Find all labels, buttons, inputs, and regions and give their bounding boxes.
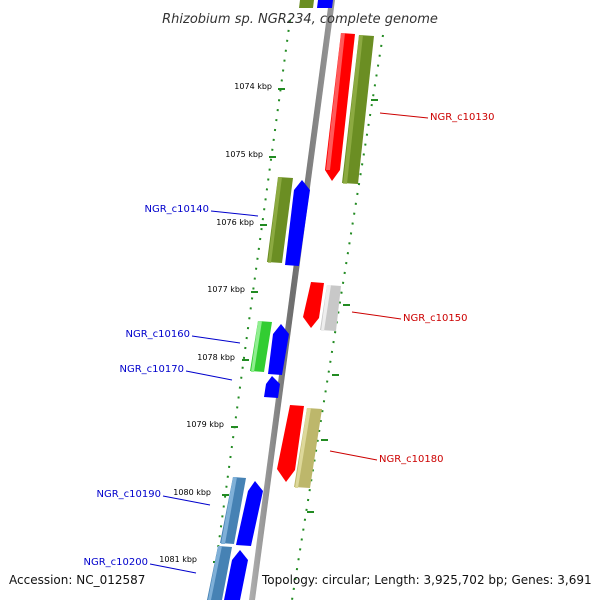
label-connectors bbox=[149, 112, 429, 574]
gene-feature[interactable] bbox=[264, 376, 280, 398]
gene-label[interactable]: NGR_c10150 bbox=[403, 313, 468, 324]
gene-feature bbox=[321, 285, 331, 331]
label-connector bbox=[185, 370, 233, 381]
gene-feature[interactable] bbox=[224, 550, 248, 600]
label-connector bbox=[149, 563, 197, 574]
tick-label: 1075 kbp bbox=[225, 150, 263, 159]
gene-label[interactable]: NGR_c10200 bbox=[84, 557, 149, 568]
label-connector bbox=[210, 210, 259, 217]
minus-strand-features bbox=[277, 0, 374, 488]
label-connector bbox=[162, 495, 211, 506]
gene-label[interactable]: NGR_c10140 bbox=[145, 204, 210, 215]
gene-feature bbox=[343, 35, 363, 184]
label-connector bbox=[379, 112, 429, 119]
accession-text: Accession: NC_012587 bbox=[9, 573, 146, 587]
gene-feature[interactable] bbox=[277, 405, 304, 482]
gene-feature bbox=[208, 546, 222, 600]
gene-feature bbox=[251, 321, 262, 372]
tick-label: 1079 kbp bbox=[186, 420, 224, 429]
label-connector bbox=[351, 311, 402, 320]
plus-strand-features bbox=[207, 177, 310, 600]
gene-label[interactable]: NGR_c10190 bbox=[97, 489, 162, 500]
gene-feature[interactable] bbox=[268, 324, 289, 375]
gene-label[interactable]: NGR_c10160 bbox=[126, 329, 191, 340]
tick-label: 1077 kbp bbox=[207, 285, 245, 294]
tick-label: 1081 kbp bbox=[159, 555, 197, 564]
tick-label: 1074 kbp bbox=[234, 82, 272, 91]
gene-feature bbox=[221, 477, 237, 544]
tick-labels: 1074 kbp 1075 kbp 1076 kbp 1077 kbp 1078… bbox=[159, 82, 272, 564]
tick-label: 1076 kbp bbox=[216, 218, 254, 227]
gene-labels: NGR_c10130 NGR_c10140 NGR_c10150 NGR_c10… bbox=[84, 112, 495, 568]
gene-label[interactable]: NGR_c10170 bbox=[120, 364, 185, 375]
gene-label[interactable]: NGR_c10180 bbox=[379, 454, 444, 465]
genome-backbone bbox=[249, 0, 335, 600]
map-title: Rhizobium sp. NGR234, complete genome bbox=[162, 12, 438, 27]
gene-feature bbox=[326, 33, 345, 170]
gene-feature[interactable] bbox=[299, 0, 314, 8]
tick-marks bbox=[213, 88, 378, 563]
label-connector bbox=[329, 450, 378, 461]
genome-summary-text: Topology: circular; Length: 3,925,702 bp… bbox=[262, 573, 592, 587]
gene-feature[interactable] bbox=[236, 481, 263, 546]
label-connector bbox=[191, 335, 241, 344]
gene-feature bbox=[295, 408, 311, 488]
tick-label: 1080 kbp bbox=[173, 488, 211, 497]
gene-feature[interactable] bbox=[285, 180, 310, 266]
gene-feature[interactable] bbox=[317, 0, 333, 8]
gene-label[interactable]: NGR_c10130 bbox=[430, 112, 495, 123]
gene-feature[interactable] bbox=[303, 282, 324, 328]
gene-feature bbox=[268, 177, 282, 263]
tick-label: 1078 kbp bbox=[197, 353, 235, 362]
